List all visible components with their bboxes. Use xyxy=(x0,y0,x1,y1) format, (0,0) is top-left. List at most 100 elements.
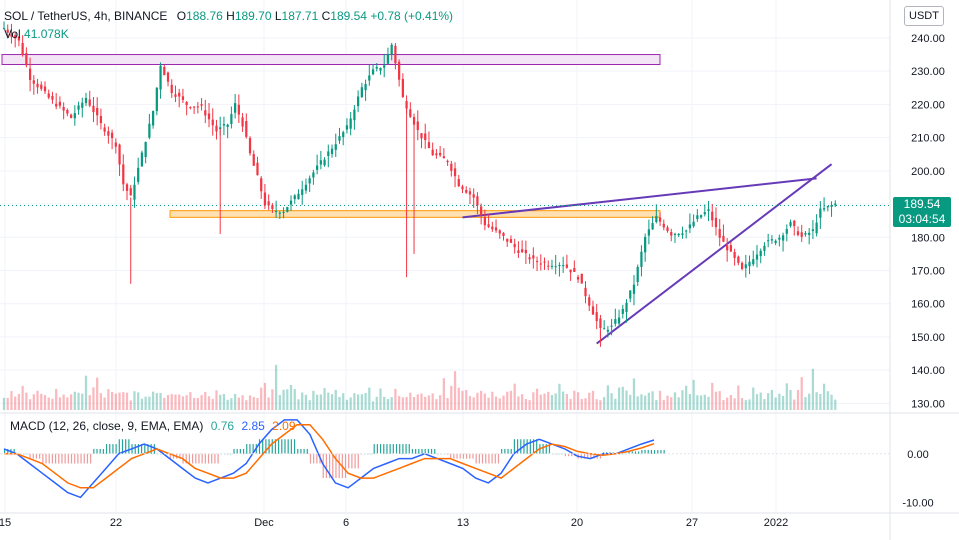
volume-bar xyxy=(491,391,494,410)
volume-bar xyxy=(767,393,770,410)
candle-body xyxy=(122,164,125,185)
candle-body xyxy=(740,262,744,269)
candle-body xyxy=(465,189,468,193)
macd-histogram-bar xyxy=(427,448,429,454)
candle-body xyxy=(480,206,483,216)
volume-bar xyxy=(327,392,330,410)
macd-legend[interactable]: MACD (12, 26, close, 9, EMA, EMA) 0.76 2… xyxy=(10,419,296,433)
macd-histogram-bar xyxy=(386,444,388,454)
candle-body xyxy=(282,211,285,213)
candle-body xyxy=(804,232,807,235)
macd-histogram-bar xyxy=(504,448,506,454)
time-tick-label: 15 xyxy=(0,517,11,529)
candle-body xyxy=(107,131,110,136)
macd-histogram-bar xyxy=(7,448,9,454)
candle-body xyxy=(685,230,688,232)
candle-body xyxy=(40,84,43,89)
candle-body xyxy=(47,93,50,98)
macd-histogram-bar xyxy=(185,453,187,464)
macd-histogram-bar xyxy=(446,453,449,455)
volume-bar xyxy=(25,392,28,410)
macd-histogram-bar xyxy=(74,453,76,464)
volume-bar xyxy=(286,389,289,410)
macd-histogram-bar xyxy=(332,453,334,479)
candle-body xyxy=(793,220,796,227)
volume-bar xyxy=(360,394,363,410)
macd-histogram-bar xyxy=(462,453,465,459)
volume-bar xyxy=(442,378,445,410)
volume-bar xyxy=(416,394,419,410)
volume-bar xyxy=(729,395,733,410)
macd-histogram-bar xyxy=(293,439,296,454)
volume-bar xyxy=(271,389,274,410)
price-tick-label: 220.00 xyxy=(911,99,945,111)
volume-bar xyxy=(617,387,621,410)
macd-histogram-bar xyxy=(105,444,108,454)
macd-histogram-bar xyxy=(558,453,560,455)
open-label: O xyxy=(176,9,187,23)
macd-histogram-bar xyxy=(338,453,340,479)
macd-histogram-bar xyxy=(599,453,602,459)
volume-bar xyxy=(405,397,408,410)
macd-histogram-bar xyxy=(494,453,496,464)
macd-histogram-bar xyxy=(344,453,347,479)
macd-histogram-bar xyxy=(561,453,563,455)
volume-bar xyxy=(338,396,341,410)
volume-bar xyxy=(84,375,88,410)
candle-body xyxy=(632,284,636,294)
macd-histogram-bar xyxy=(26,453,28,455)
macd-histogram-bar xyxy=(456,453,458,459)
volume-bar xyxy=(532,392,535,410)
candle-body xyxy=(43,86,47,92)
macd-histogram-bar xyxy=(147,444,149,454)
currency-button[interactable]: USDT xyxy=(904,6,944,26)
macd-histogram-bar xyxy=(354,453,356,469)
volume-bar xyxy=(81,393,84,410)
candle-body xyxy=(248,138,252,154)
price-tick-label: 230.00 xyxy=(911,66,945,78)
macd-histogram-bar xyxy=(520,439,522,454)
volume-bar xyxy=(692,379,695,410)
volume-bar xyxy=(576,392,580,410)
candle-body xyxy=(133,184,136,200)
symbol-title[interactable]: SOL / TetherUS, 4h, BINANCE xyxy=(4,9,168,23)
volume-bar xyxy=(62,394,65,410)
candle-body xyxy=(673,233,677,235)
macd-histogram-bar xyxy=(144,444,146,454)
macd-histogram-bar xyxy=(491,453,493,464)
macd-histogram-bar xyxy=(93,448,95,454)
macd-histogram-bar xyxy=(329,453,331,479)
macd-histogram-bar xyxy=(357,453,359,469)
volume-bar xyxy=(498,398,501,410)
volume-bar xyxy=(688,394,692,410)
volume-bar xyxy=(282,389,285,410)
open-value: 188.76 xyxy=(186,9,223,23)
candle-body xyxy=(137,167,140,182)
time-tick-label: 6 xyxy=(343,517,349,529)
volume-bar xyxy=(770,389,774,410)
candle-body xyxy=(357,96,360,107)
candle-body xyxy=(181,96,185,100)
volume-bar xyxy=(401,397,404,410)
macd-histogram-bar xyxy=(153,444,155,454)
volume-bar xyxy=(103,397,106,410)
volume-bar xyxy=(308,400,311,410)
candle-body xyxy=(207,113,211,120)
volume-bar xyxy=(808,393,811,410)
volume-bar xyxy=(36,390,39,410)
macd-histogram-bar xyxy=(217,453,219,464)
macd-histogram-bar xyxy=(102,448,104,454)
time-tick-label: 20 xyxy=(571,517,583,529)
volume-bar xyxy=(140,398,144,410)
candle-body xyxy=(353,109,356,121)
macd-histogram-bar xyxy=(367,453,369,455)
candle-body xyxy=(621,308,624,314)
candle-body xyxy=(584,287,587,297)
candle-body xyxy=(446,160,449,163)
candle-body xyxy=(442,156,445,159)
macd-histogram-bar xyxy=(516,439,519,454)
volume-bar xyxy=(778,393,781,410)
macd-histogram-bar xyxy=(405,444,407,454)
candle-body xyxy=(573,268,576,272)
